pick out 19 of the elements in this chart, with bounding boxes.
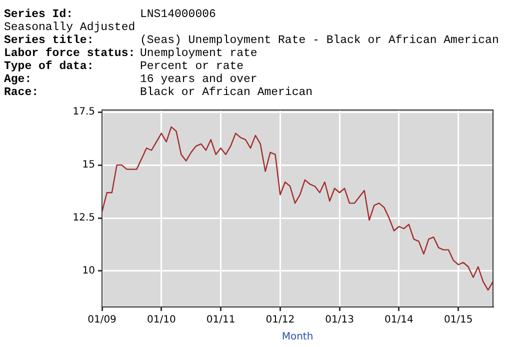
x-axis-title: Month <box>282 332 314 343</box>
x-tick-label: 01/12 <box>266 314 295 326</box>
text: Series title: (Seas) Unemployment Rate - Black or African American <box>4 34 499 47</box>
text: Race: Black or African American <box>4 86 313 99</box>
x-tick-label: 01/11 <box>206 314 236 326</box>
text: Seasonally Adjusted <box>4 21 136 34</box>
x-tick-label: 01/09 <box>88 314 116 326</box>
text: Labor force status: Unemployment rate <box>4 47 258 60</box>
y-tick-label: 12.5 <box>72 212 95 224</box>
text: Age: 16 years and over <box>4 73 258 86</box>
x-tick-label: 01/10 <box>146 314 176 326</box>
y-tick-label: 15 <box>82 160 95 171</box>
text: Type of data: Percent or rate <box>4 60 244 73</box>
x-tick-label: 01/13 <box>325 314 354 326</box>
x-tick-label: 01/14 <box>384 314 414 326</box>
y-tick-label: 10 <box>82 266 95 277</box>
text: Series Id: LNS14000006 <box>4 8 216 21</box>
y-tick-label: 17.5 <box>72 106 95 118</box>
x-tick-label: 01/15 <box>444 314 473 326</box>
